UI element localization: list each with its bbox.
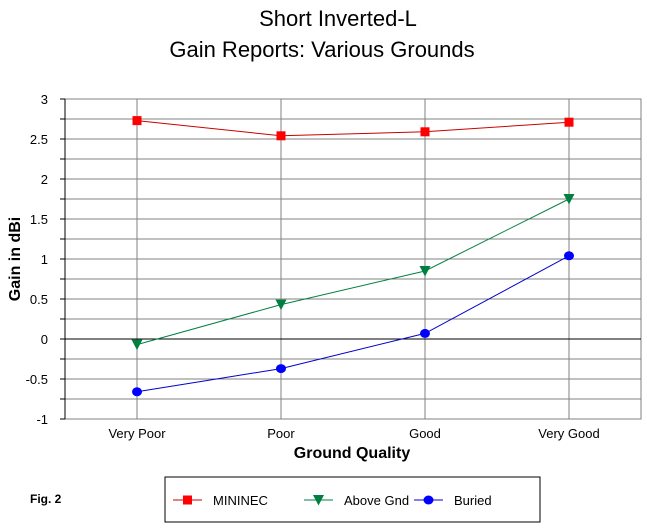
legend-label-above-gnd: Above Gnd	[344, 493, 409, 508]
chart-title: Short Inverted-L	[259, 6, 417, 31]
series-group	[131, 116, 575, 397]
data-point-above-gnd	[563, 194, 575, 205]
x-tick-label: Poor	[267, 426, 295, 441]
data-point-buried	[564, 251, 574, 261]
y-tick-label: 1	[41, 252, 48, 267]
data-point-buried	[420, 328, 430, 338]
y-tick-label: 3	[41, 92, 48, 107]
series-line-mininec	[136, 120, 570, 137]
legend-marker-mininec	[183, 495, 192, 505]
y-tick-label: 0	[41, 332, 48, 347]
legend-marker-buried	[423, 495, 434, 505]
data-point-above-gnd	[131, 339, 143, 351]
data-point-buried	[132, 387, 142, 397]
x-axis-label: Ground Quality	[294, 445, 411, 462]
data-point-mininec	[564, 117, 574, 127]
legend-marker-above-gnd	[313, 495, 324, 506]
x-tick-label: Very Poor	[108, 426, 166, 441]
data-point-mininec	[132, 116, 142, 126]
y-tick-label: 2	[41, 172, 48, 187]
y-axis-label: Gain in dBi	[7, 217, 24, 301]
legend-label-mininec: MININEC	[213, 493, 268, 508]
plot-area: 32.521.510.50-0.5-1 Very Poor Poor Good Ver…	[26, 92, 642, 441]
x-tick-labels: Very Poor Poor Good Very Good	[108, 426, 599, 441]
y-tick-label: 0.5	[30, 292, 48, 307]
chart-subtitle: Gain Reports: Various Grounds	[169, 37, 474, 62]
y-tick-label: -0.5	[26, 372, 48, 387]
y-tick-label: 1.5	[30, 212, 48, 227]
data-point-mininec	[276, 131, 286, 141]
x-tick-label: Very Good	[538, 426, 599, 441]
data-point-mininec	[420, 127, 430, 137]
data-point-above-gnd	[275, 299, 287, 311]
x-tick-label: Good	[409, 426, 441, 441]
y-tick-label: 2.5	[30, 132, 48, 147]
series-line-above-gnd	[136, 198, 570, 346]
legend-label-buried: Buried	[454, 493, 492, 508]
series-line-buried	[136, 255, 570, 393]
legend: MININEC Above Gnd Buried	[164, 476, 541, 523]
y-tick-label: -1	[36, 412, 48, 427]
figure-label: Fig. 2	[30, 492, 62, 506]
data-point-above-gnd	[419, 266, 431, 277]
y-tick-labels: 3 2.5 2 1.5 1 0.5 0 -0.5 -1	[26, 92, 48, 427]
data-point-buried	[276, 364, 286, 374]
legend-box	[164, 476, 541, 523]
